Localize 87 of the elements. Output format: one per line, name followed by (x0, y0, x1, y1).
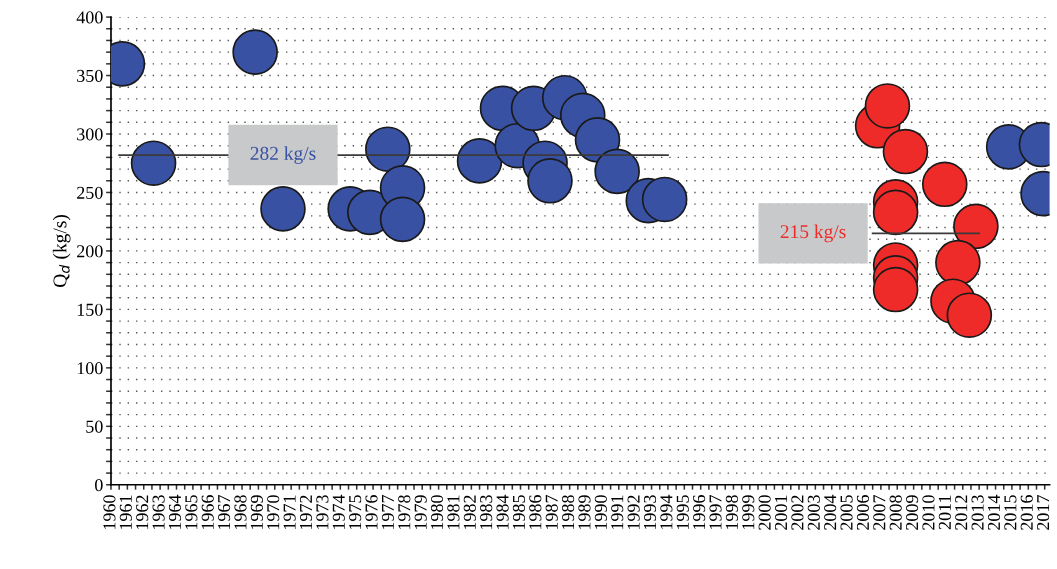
annotation: 282 kg/s (250, 146, 316, 164)
x-tick-label: 1988 (561, 495, 575, 530)
x-tick-label: 2012 (955, 495, 968, 530)
x-tick-label: 2000 (758, 495, 771, 530)
point (527, 157, 573, 204)
x-tick-label: 1981 (447, 495, 460, 530)
x-tick-label: 1977 (381, 495, 394, 530)
y-tick-label: 300 (77, 128, 103, 141)
y-axis-title: Q$_{d}$ (kg/s) (52, 215, 71, 287)
x-tick-label: 1980 (430, 495, 444, 530)
point (365, 126, 411, 172)
y-tick-label: 350 (77, 69, 103, 82)
x-tick-label: 1986 (529, 495, 542, 530)
x-tick-label: 1978 (398, 495, 411, 530)
point (921, 161, 968, 208)
x-tick-label: 1965 (185, 495, 198, 530)
point (130, 140, 177, 187)
x-tick-label: 2009 (905, 495, 919, 530)
x-tick-label: 2006 (856, 495, 870, 530)
x-tick-label: 2005 (840, 495, 853, 530)
x-tick-label: 2014 (987, 494, 1001, 530)
x-tick-label: 2011 (938, 495, 951, 530)
y-tick-label: 150 (77, 303, 103, 316)
x-tick-label: 1997 (709, 495, 722, 530)
x-tick-label: 1975 (349, 495, 362, 530)
x-tick-label: 1961 (119, 495, 132, 530)
y-tick-label: 0 (95, 479, 103, 492)
x-tick-label: 2017 (1037, 495, 1050, 530)
x-tick-label: 1996 (693, 495, 706, 530)
x-tick-label: 1974 (332, 494, 345, 530)
x-tick-label: 1985 (512, 495, 526, 530)
x-tick-label: 1987 (545, 495, 558, 530)
x-tick-label: 1962 (136, 495, 149, 530)
x-tick-label: 1982 (463, 495, 476, 530)
x-tick-label: 1999 (742, 495, 755, 530)
point (456, 138, 503, 184)
x-tick-label: 2004 (824, 494, 837, 530)
x-tick-label: 1991 (611, 495, 624, 530)
x-tick-label: 1994 (660, 494, 673, 530)
point (232, 29, 278, 75)
annotation: 215 kg/s (780, 224, 846, 243)
x-tick-label: 1966 (201, 495, 214, 530)
x-tick-label: 1983 (480, 495, 493, 530)
x-tick-label: 1967 (218, 495, 231, 530)
x-tick-label: 1998 (725, 495, 738, 530)
y-tick-label: 50 (86, 420, 103, 433)
x-tick-label: 1984 (496, 494, 509, 530)
x-tick-label: 2013 (971, 495, 984, 530)
point (882, 128, 929, 175)
point (953, 203, 999, 250)
x-tick-label: 1972 (299, 495, 313, 530)
point (864, 83, 911, 129)
x-tick-label: 2003 (807, 495, 820, 530)
x-tick-label: 2016 (1020, 495, 1033, 530)
point (641, 176, 688, 223)
x-tick-label: 2001 (774, 495, 788, 530)
x-tick-label: 1976 (365, 495, 378, 530)
x-tick-label: 2008 (889, 495, 902, 530)
x-tick-label: 1964 (168, 494, 182, 530)
x-tick-label: 1989 (578, 495, 591, 530)
y-tick-label: 400 (76, 11, 103, 24)
point (872, 266, 919, 313)
point (935, 239, 981, 286)
x-tick-label: 2007 (873, 495, 886, 530)
x-tick-label: 1973 (316, 495, 329, 530)
x-tick-label: 1979 (414, 495, 427, 530)
point (379, 196, 426, 243)
x-tick-label: 1971 (283, 495, 296, 530)
x-tick-label: 1968 (234, 495, 247, 530)
x-tick-label: 2010 (922, 495, 935, 530)
y-tick-label: 200 (77, 245, 103, 258)
x-tick-label: 2002 (791, 495, 804, 530)
x-tick-label: 1990 (594, 495, 607, 530)
x-tick-label: 1960 (103, 495, 116, 530)
x-tick-label: 1969 (250, 495, 263, 530)
point (872, 189, 919, 236)
point (594, 148, 640, 195)
point (946, 292, 993, 339)
x-tick-label: 2015 (1004, 495, 1017, 530)
y-tick-label: 250 (77, 186, 103, 199)
point (260, 186, 306, 232)
y-tick-label: 100 (77, 362, 103, 375)
x-tick-label: 1993 (643, 495, 657, 530)
x-tick-label: 1970 (267, 495, 280, 530)
x-tick-label: 1995 (676, 495, 689, 530)
x-tick-label: 1963 (152, 495, 165, 530)
x-tick-label: 1992 (627, 495, 640, 530)
